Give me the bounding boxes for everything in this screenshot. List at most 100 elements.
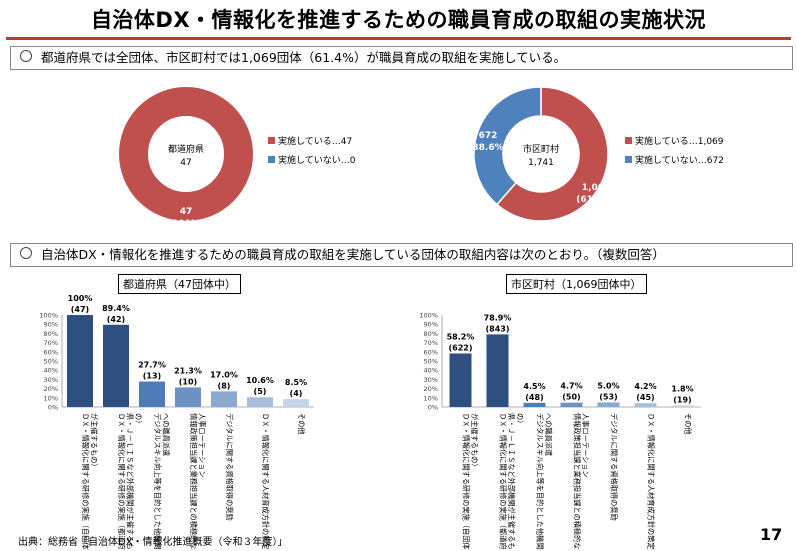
- donut-slice-pct-1-0: (61.4%): [576, 195, 615, 205]
- bar-1-1: [486, 334, 509, 407]
- category-label-0-3: 情報政策担当課と業務担当課との積極的な人事ローテーション: [189, 413, 207, 550]
- donut-center-value-0: 47: [180, 158, 191, 168]
- donut-slice-1-0: [495, 86, 609, 222]
- bar-value-label-0-2: 27.7%: [138, 361, 166, 370]
- category-label-line: ＤＸ・情報化に関する人材育成方針の策定: [647, 413, 656, 550]
- bar-count-label-1-1: (843): [485, 324, 509, 333]
- bar-count-label-0-0: (47): [71, 305, 89, 314]
- donut-slice-label-0-0: 47: [180, 207, 193, 217]
- circle-bullet-icon: [20, 247, 32, 259]
- y-tick-label-1-0: 0%: [428, 404, 438, 412]
- bar-count-label-0-2: (13): [143, 372, 161, 381]
- summary-box-bottom: 自治体DX・情報化を推進するための職員育成の取組を実施している団体の取組内容は次…: [10, 243, 793, 267]
- category-label-1-4: デジタルに関する資格取得の奨励: [610, 413, 619, 521]
- bar-count-label-0-1: (42): [107, 315, 125, 324]
- title-underline: [6, 37, 791, 40]
- y-tick-label-0-4: 40%: [44, 367, 58, 375]
- y-tick-label-0-5: 50%: [44, 358, 58, 366]
- circle-bullet-icon: [20, 50, 32, 62]
- y-tick-label-1-10: 100%: [419, 312, 438, 320]
- donut-slice-label-1-0: 1,069: [582, 183, 610, 193]
- legend-swatch-1-1: [625, 156, 632, 163]
- y-tick-label-0-0: 0%: [48, 404, 58, 412]
- donut-center-value-1: 1,741: [528, 158, 554, 168]
- y-tick-label-0-7: 70%: [44, 339, 58, 347]
- donut-slice-1-1: [473, 86, 542, 206]
- donut-slice-label-1-1: 672: [479, 131, 498, 141]
- donut-center-label-0: 都道府県: [168, 143, 204, 155]
- legend-label-0-1: 実施していない…0: [278, 154, 356, 166]
- category-label-line: が主催するもの）: [470, 413, 479, 471]
- bar-value-label-1-0: 58.2%: [447, 332, 475, 341]
- y-tick-label-1-4: 40%: [424, 367, 438, 375]
- y-tick-label-1-8: 80%: [424, 330, 438, 338]
- category-label-0-1: ＤＸ・情報化に関する研修の実施（都道府県・Ｊ－ＬＩＳなど外部機関が主催するもの）: [117, 413, 143, 550]
- bar-count-label-1-3: (50): [562, 393, 580, 402]
- category-label-1-0: ＤＸ・情報化に関する研修の実施（自団体が主催するもの）: [462, 413, 480, 550]
- municipality-bar-chart-title: 市区町村（1,069団体中）: [506, 274, 647, 294]
- bar-value-label-0-5: 10.6%: [246, 376, 274, 385]
- category-label-line: デジタルスキル向上等を目的とした他機関: [536, 413, 545, 549]
- y-tick-label-0-10: 100%: [39, 312, 58, 320]
- bar-count-label-1-4: (53): [599, 392, 617, 401]
- donut-center-label-1: 市区町村: [523, 143, 559, 155]
- category-label-line: ＤＸ・情報化に関する人材育成方針の策定: [261, 413, 270, 550]
- category-label-line: 人事ローテーション: [198, 413, 207, 478]
- bar-0-6: [283, 399, 309, 407]
- bar-count-label-1-6: (19): [673, 395, 691, 404]
- category-label-0-0: ＤＸ・情報化に関する研修の実施（自団体が主催するもの）: [81, 413, 99, 550]
- donut-slice-pct-0-0: (100%): [168, 219, 204, 229]
- donut-slice-0-0: [119, 87, 253, 221]
- source-footer: 出典：総務省「自治体DX・情報化推進概要（令和３年度）」: [18, 537, 288, 548]
- y-tick-label-0-2: 20%: [44, 385, 58, 393]
- bar-value-label-1-2: 4.5%: [523, 382, 545, 391]
- category-label-line: ＤＸ・情報化に関する研修の実施（都道府: [499, 413, 508, 550]
- legend-swatch-0-0: [268, 137, 275, 144]
- bar-count-label-0-6: (4): [290, 389, 303, 398]
- category-label-line: デジタルスキル向上等を目的とした他機関: [153, 413, 162, 549]
- category-label-1-6: その他: [684, 413, 693, 435]
- category-label-line: ＤＸ・情報化に関する研修の実施（都道府: [117, 413, 126, 550]
- page-number: 17: [760, 525, 783, 544]
- category-label-line: デジタルに関する資格取得の奨励: [610, 413, 619, 521]
- summary-top-text: 都道府県では全団体、市区町村では1,069団体（61.4%）が職員育成の取組を実…: [41, 50, 567, 65]
- category-label-1-5: ＤＸ・情報化に関する人材育成方針の策定: [647, 413, 656, 550]
- bar-value-label-0-3: 21.3%: [174, 366, 202, 375]
- legend-swatch-0-1: [268, 156, 275, 163]
- bar-1-3: [560, 402, 583, 407]
- category-label-line: 人事ローテーション: [581, 413, 590, 478]
- legend-swatch-1-0: [625, 137, 632, 144]
- bar-1-5: [634, 403, 657, 407]
- category-label-0-5: ＤＸ・情報化に関する人材育成方針の策定: [261, 413, 270, 550]
- category-label-line: が主催するもの）: [90, 413, 99, 471]
- category-label-line: 県・Ｊ－ＬＩＳなど外部機関が主催するも: [126, 413, 135, 550]
- bar-count-label-0-5: (5): [254, 387, 267, 396]
- category-label-line: ＤＸ・情報化に関する研修の実施（自団体: [81, 413, 90, 550]
- category-label-1-2: デジタルスキル向上等を目的とした他機関への職員派遣: [536, 413, 554, 549]
- summary-box-top: 都道府県では全団体、市区町村では1,069団体（61.4%）が職員育成の取組を実…: [10, 46, 793, 70]
- bar-value-label-0-6: 8.5%: [285, 378, 307, 387]
- legend-label-1-0: 実施している…1,069: [635, 135, 724, 147]
- category-label-0-6: その他: [297, 413, 306, 435]
- bar-value-label-0-4: 17.0%: [210, 370, 238, 379]
- category-label-1-3: 情報政策担当課と業務担当課との積極的な人事ローテーション: [573, 413, 591, 550]
- page-title: 自治体DX・情報化を推進するための職員育成の取組の実施状況: [90, 8, 707, 32]
- bar-value-label-1-6: 1.8%: [671, 384, 693, 393]
- category-label-line: の）: [516, 413, 525, 427]
- category-label-line: デジタルに関する資格取得の奨励: [225, 413, 234, 521]
- bar-1-0: [449, 353, 472, 407]
- bar-1-6: [671, 405, 694, 407]
- bar-value-label-0-0: 100%: [68, 294, 93, 303]
- category-label-0-4: デジタルに関する資格取得の奨励: [225, 413, 234, 521]
- bar-value-label-0-1: 89.4%: [102, 304, 130, 313]
- bar-0-0: [67, 315, 93, 407]
- legend-label-1-1: 実施していない…672: [635, 154, 724, 166]
- y-tick-label-0-3: 30%: [44, 376, 58, 384]
- category-label-line: その他: [297, 413, 306, 435]
- bar-0-1: [103, 324, 129, 407]
- bar-count-label-1-0: (622): [448, 343, 472, 352]
- category-label-line: への職員派遣: [544, 413, 553, 456]
- bar-value-label-1-4: 5.0%: [597, 381, 619, 390]
- y-tick-label-0-6: 60%: [44, 348, 58, 356]
